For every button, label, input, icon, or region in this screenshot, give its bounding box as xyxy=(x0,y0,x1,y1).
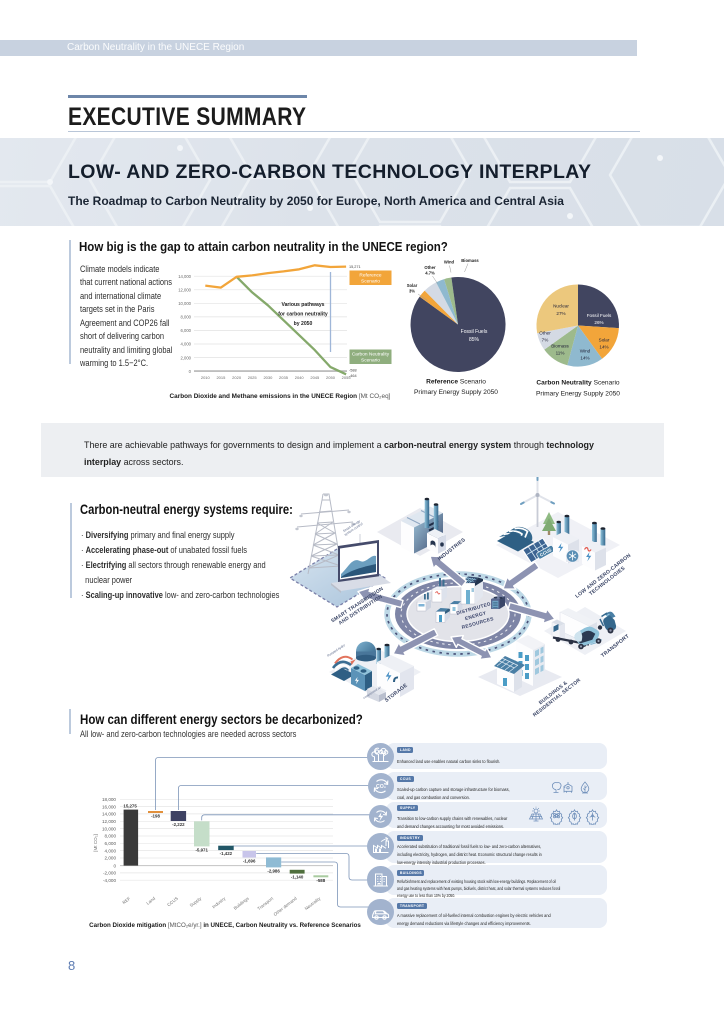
svg-text:4,000: 4,000 xyxy=(181,342,192,347)
svg-text:-1,140: -1,140 xyxy=(291,875,304,880)
svg-text:CCUS: CCUS xyxy=(166,896,179,908)
svg-text:Other demand: Other demand xyxy=(273,896,299,918)
svg-text:Industry: Industry xyxy=(211,895,227,909)
svg-text:16,000: 16,000 xyxy=(102,804,116,809)
svg-text:Carbon Dioxide and Methane emi: Carbon Dioxide and Methane emissions in … xyxy=(170,393,391,400)
svg-text:4,000: 4,000 xyxy=(105,848,117,853)
svg-text:Solar: Solar xyxy=(407,283,418,288)
svg-text:Supply: Supply xyxy=(189,895,203,908)
svg-text:4.7%: 4.7% xyxy=(425,271,435,276)
svg-text:CO₂: CO₂ xyxy=(376,784,387,790)
svg-text:Biomass: Biomass xyxy=(461,258,479,263)
svg-text:85%: 85% xyxy=(469,337,480,343)
svg-text:Reference Scenario: Reference Scenario xyxy=(426,379,486,386)
svg-text:Solar: Solar xyxy=(599,338,610,343)
svg-text:Reference: Reference xyxy=(359,273,381,279)
svg-text:Neutrality: Neutrality xyxy=(304,895,322,911)
svg-text:-2,222: -2,222 xyxy=(172,822,185,827)
svg-text:-5,971: -5,971 xyxy=(195,847,208,852)
svg-text:8,000: 8,000 xyxy=(181,315,192,320)
svg-text:-2,000: -2,000 xyxy=(103,871,116,876)
svg-text:Nuclear: Nuclear xyxy=(553,304,569,309)
svg-text:14,000: 14,000 xyxy=(102,812,116,817)
svg-text:26%: 26% xyxy=(594,320,603,325)
svg-text:10,000: 10,000 xyxy=(102,826,116,831)
svg-text:2040: 2040 xyxy=(295,375,305,380)
svg-text:CCUS: CCUS xyxy=(539,547,552,557)
svg-text:Pumped hydro: Pumped hydro xyxy=(326,643,346,658)
svg-text:-4,000: -4,000 xyxy=(103,878,116,883)
svg-text:6,000: 6,000 xyxy=(181,328,192,333)
svg-text:2,000: 2,000 xyxy=(105,856,117,861)
svg-text:Primary Energy Supply 2050: Primary Energy Supply 2050 xyxy=(414,389,498,396)
svg-text:Wind: Wind xyxy=(580,349,591,354)
svg-text:Primary Energy Supply 2050: Primary Energy Supply 2050 xyxy=(536,391,620,398)
svg-text:Other: Other xyxy=(539,331,551,336)
svg-text:for carbon neutrality: for carbon neutrality xyxy=(278,312,328,318)
svg-text:2020: 2020 xyxy=(232,375,242,380)
svg-text:15,271: 15,271 xyxy=(349,265,361,269)
svg-text:Carbon Neutrality Scenario: Carbon Neutrality Scenario xyxy=(536,380,620,387)
svg-text:Various pathways: Various pathways xyxy=(281,302,324,308)
svg-text:7%: 7% xyxy=(542,338,549,343)
svg-text:-588: -588 xyxy=(316,878,325,883)
svg-text:2030: 2030 xyxy=(263,375,273,380)
svg-text:2015: 2015 xyxy=(216,375,226,380)
svg-text:-198: -198 xyxy=(151,814,160,819)
svg-text:by 2050: by 2050 xyxy=(294,321,313,327)
svg-text:2025: 2025 xyxy=(248,375,258,380)
svg-text:Carbon Dioxide mitigation [MtC: Carbon Dioxide mitigation [MtCO₂e/yr.] i… xyxy=(89,922,361,929)
svg-text:27%: 27% xyxy=(556,311,565,316)
svg-text:8,000: 8,000 xyxy=(105,834,117,839)
svg-text:-464: -464 xyxy=(349,374,357,378)
svg-text:0: 0 xyxy=(189,369,192,374)
svg-text:2055: 2055 xyxy=(342,375,352,380)
svg-text:ENERGY: ENERGY xyxy=(464,610,487,622)
svg-text:11%: 11% xyxy=(556,351,565,356)
svg-text:-1,696: -1,696 xyxy=(243,858,256,863)
svg-text:Fossil Fuels: Fossil Fuels xyxy=(461,329,488,335)
svg-text:-2,986: -2,986 xyxy=(267,868,280,873)
svg-text:14%: 14% xyxy=(580,356,589,361)
svg-text:[Mt CO₂]: [Mt CO₂] xyxy=(93,834,98,852)
svg-text:2045: 2045 xyxy=(310,375,320,380)
svg-text:14%: 14% xyxy=(599,345,608,350)
svg-text:2050: 2050 xyxy=(326,375,336,380)
svg-text:Biomass: Biomass xyxy=(551,344,569,349)
svg-text:Transport: Transport xyxy=(256,895,274,911)
svg-text:15,275: 15,275 xyxy=(123,804,137,809)
svg-text:Scenario: Scenario xyxy=(361,279,380,285)
svg-text:Fossil Fuels: Fossil Fuels xyxy=(587,313,612,318)
svg-text:Scenario: Scenario xyxy=(361,358,380,364)
svg-text:-588: -588 xyxy=(349,368,357,372)
svg-text:Buildings: Buildings xyxy=(233,895,251,910)
svg-text:12,000: 12,000 xyxy=(178,288,191,293)
svg-text:18,000: 18,000 xyxy=(102,797,116,802)
svg-text:0: 0 xyxy=(113,863,116,868)
svg-text:14,000: 14,000 xyxy=(178,274,191,279)
svg-text:6,000: 6,000 xyxy=(105,841,117,846)
svg-text:10,000: 10,000 xyxy=(178,301,191,306)
svg-text:Other: Other xyxy=(424,265,436,270)
svg-text:2035: 2035 xyxy=(279,375,289,380)
svg-text:-1,422: -1,422 xyxy=(220,851,233,856)
svg-text:Carbon Neutrality: Carbon Neutrality xyxy=(352,352,390,358)
svg-text:Wind: Wind xyxy=(444,260,455,265)
svg-text:2,000: 2,000 xyxy=(181,355,192,360)
svg-text:12,000: 12,000 xyxy=(102,819,116,824)
svg-text:3%: 3% xyxy=(409,289,415,294)
svg-text:Land: Land xyxy=(145,896,156,906)
svg-text:REF: REF xyxy=(121,896,131,906)
svg-text:2010: 2010 xyxy=(201,375,211,380)
